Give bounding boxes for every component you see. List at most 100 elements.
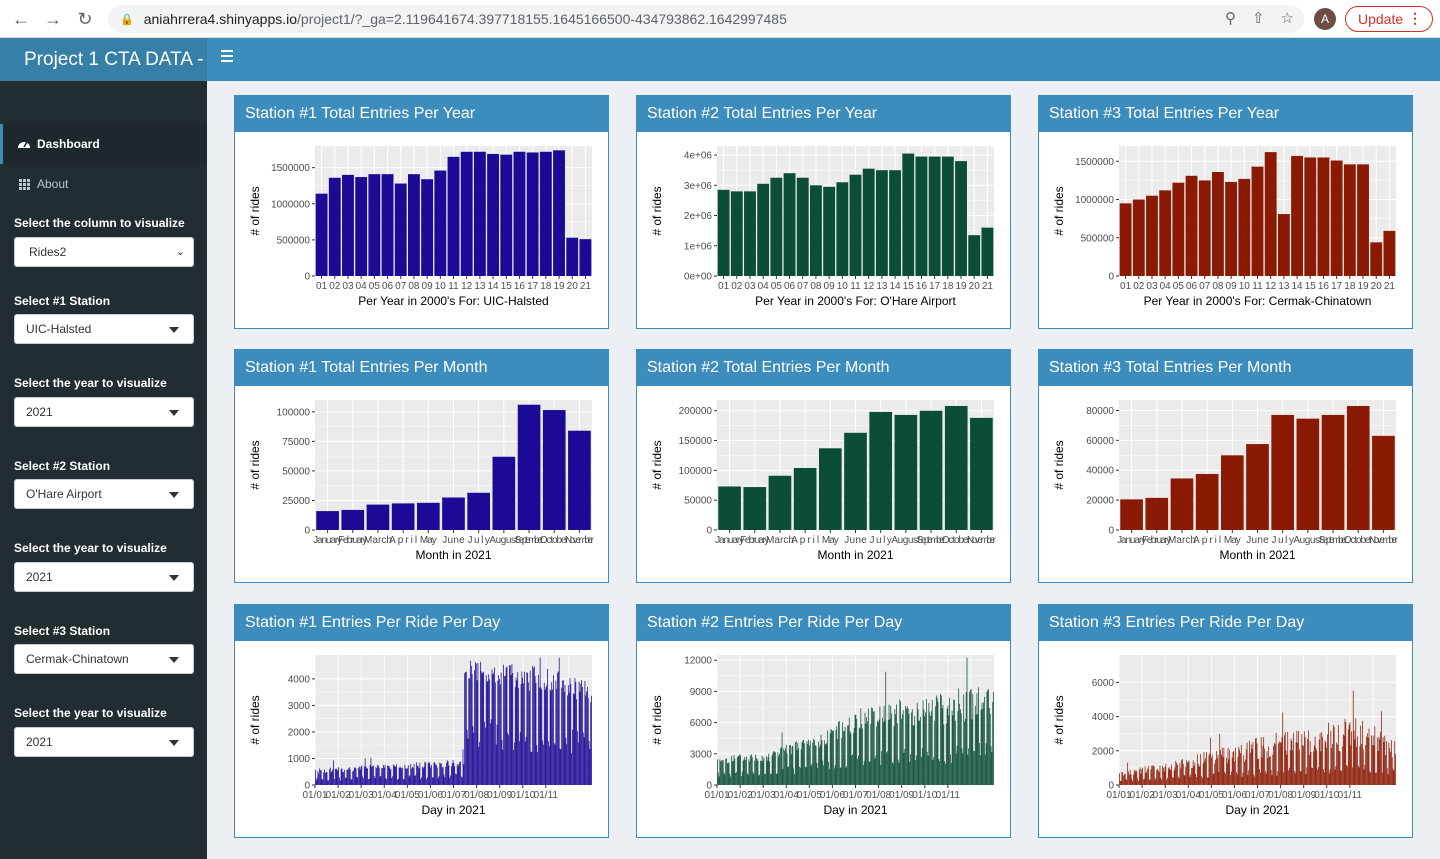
bar (355, 177, 368, 276)
bar (498, 675, 500, 785)
bar (900, 701, 902, 785)
bar (1141, 769, 1143, 785)
bar (760, 760, 761, 785)
bar (981, 227, 994, 276)
bar (1178, 778, 1180, 785)
bar (447, 156, 460, 276)
bar (812, 742, 814, 785)
bar (548, 746, 550, 785)
bar (506, 666, 508, 785)
bar (1389, 748, 1391, 785)
bar (1354, 739, 1356, 785)
bar (1119, 773, 1120, 785)
sidebar-item-about[interactable]: About (0, 164, 207, 204)
star-icon[interactable]: ☆ (1280, 10, 1294, 27)
bar (577, 731, 578, 785)
bar (465, 672, 466, 785)
bar (984, 696, 985, 785)
reload-icon[interactable]: ↻ (77, 8, 93, 29)
bar (857, 758, 858, 785)
bar (719, 759, 721, 785)
bar (1144, 766, 1146, 785)
address-bar[interactable]: 🔒 aniahrrera4.shinyapps.io/project1/?_ga… (108, 5, 1304, 33)
year3-select[interactable]: 2021 (14, 727, 194, 757)
bar (887, 751, 888, 785)
bar (1170, 769, 1172, 785)
bar (865, 723, 867, 785)
profile-avatar[interactable]: A (1314, 8, 1336, 30)
bar (1323, 769, 1324, 785)
x-tick-label: 11 (850, 281, 861, 292)
bar (409, 775, 411, 785)
bar (1251, 166, 1264, 276)
bar (945, 763, 946, 785)
menu-toggle-icon[interactable] (221, 50, 235, 64)
bar (387, 765, 388, 785)
bar (785, 744, 787, 785)
bar (896, 723, 898, 785)
bar (851, 755, 853, 785)
x-tick-label: 10 (1239, 281, 1251, 292)
bar (884, 720, 886, 785)
bar (488, 674, 490, 785)
bar (828, 762, 829, 785)
update-button[interactable]: Update ⋮ (1345, 6, 1433, 32)
chart-svg: 0 20000 40000 60000 80000 JanuaryFebruaryMarc… (1052, 400, 1399, 562)
bar (561, 687, 563, 785)
bar (474, 670, 475, 785)
station1-select[interactable]: UIC-Halsted (14, 314, 194, 344)
bar (943, 724, 945, 785)
bar (1128, 771, 1129, 785)
bar (989, 713, 991, 785)
station3-select[interactable]: Cermak-Chinatown (14, 644, 194, 674)
bar (834, 765, 836, 785)
bar (574, 678, 576, 785)
forward-icon[interactable]: → (44, 8, 62, 29)
year1-select[interactable]: 2021 (14, 397, 194, 427)
bar (1359, 746, 1361, 785)
bar (577, 742, 579, 785)
bar (480, 661, 481, 785)
chart-svg: 0 25000 50000 75000 100000 JanuaryFebruaryMar… (248, 400, 595, 562)
bar (1136, 771, 1138, 785)
bar (1152, 765, 1153, 785)
zoom-icon[interactable]: ⚲ (1224, 10, 1236, 27)
bar (897, 759, 899, 785)
bar (449, 777, 451, 785)
bar (1232, 751, 1234, 785)
caret-down-icon (169, 740, 179, 746)
bar (440, 763, 441, 785)
station2-select[interactable]: O'Hare Airport (14, 479, 194, 509)
bar (1306, 767, 1308, 785)
back-icon[interactable]: ← (12, 8, 30, 29)
bar (862, 765, 864, 785)
x-tick-label: 01/07 (441, 790, 466, 801)
chart: 0e+00 1e+06 2e+06 3e+06 4e+06 01 02 03 04 05 06 07 0… (637, 132, 1010, 328)
year2-select[interactable]: 2021 (14, 562, 194, 592)
column-select[interactable]: Rides2 ⌄ (14, 237, 194, 267)
bar (718, 776, 720, 785)
bar (794, 774, 795, 785)
bar (463, 763, 465, 785)
bar (434, 170, 447, 276)
bar (782, 769, 784, 785)
bar (813, 738, 814, 785)
bar (824, 744, 826, 785)
box-title: Station #1 Entries Per Ride Per Day (235, 605, 608, 641)
bar (420, 779, 422, 785)
bar (1217, 754, 1219, 785)
bar (743, 487, 767, 530)
bar (525, 736, 527, 785)
bar (1203, 752, 1205, 785)
bar (846, 766, 848, 785)
sidebar-item-dashboard[interactable]: Dashboard (0, 124, 207, 164)
bar (737, 756, 739, 785)
bar (732, 761, 734, 785)
bar (916, 755, 917, 785)
bar (393, 765, 395, 785)
bar (742, 760, 744, 785)
bar (444, 777, 446, 785)
share-icon[interactable]: ⇧ (1251, 10, 1265, 27)
bar (1290, 738, 1292, 785)
